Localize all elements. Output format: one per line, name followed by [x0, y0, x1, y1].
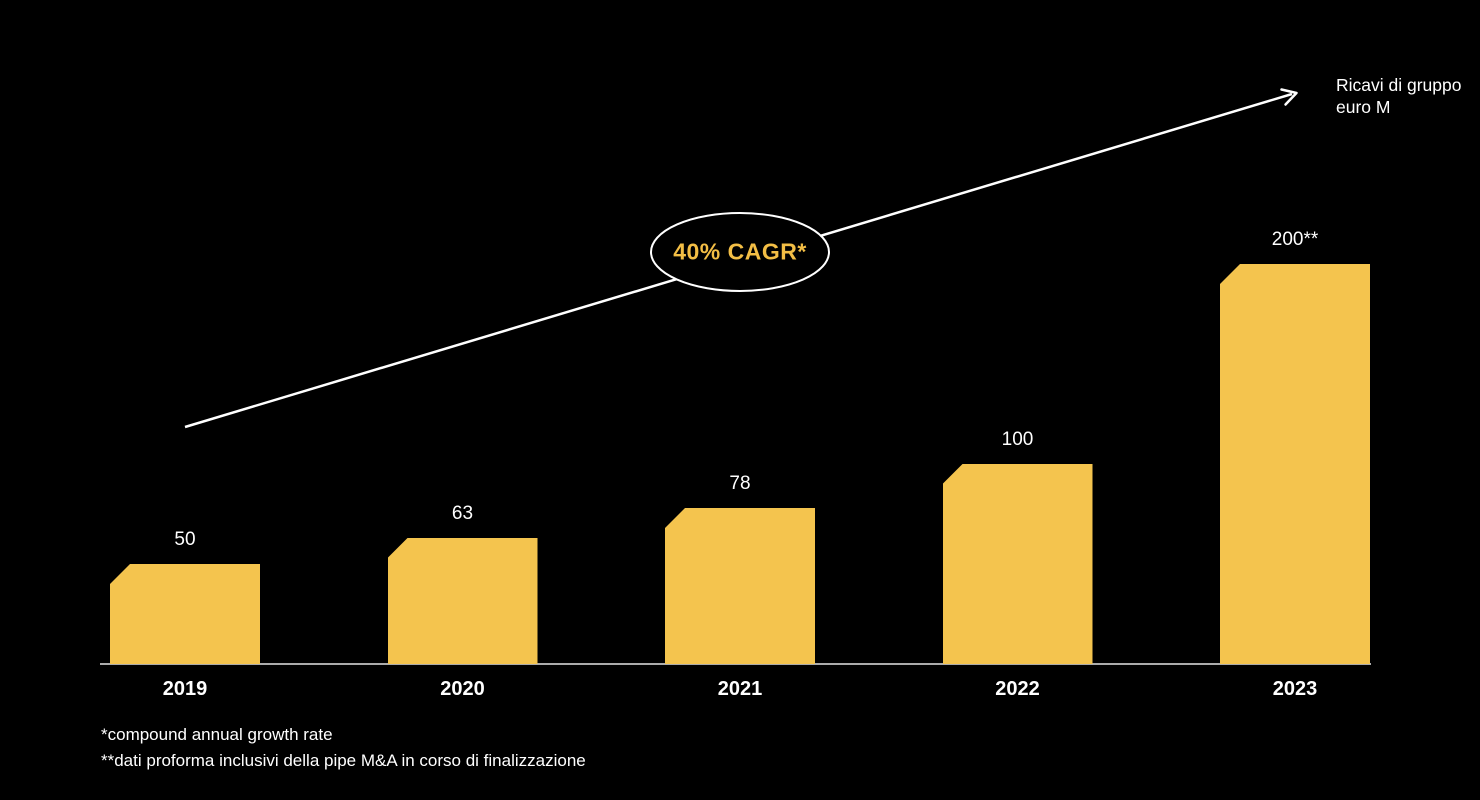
- footnote-proforma: **dati proforma inclusivi della pipe M&A…: [101, 751, 586, 770]
- bar-2022: [942, 464, 1093, 664]
- x-tick-label-2022: 2022: [995, 678, 1040, 700]
- bar-2020: [387, 538, 538, 664]
- value-label-2022: 100: [1001, 429, 1034, 450]
- y-axis-label: Ricavi di gruppo euro M: [1336, 75, 1462, 117]
- value-label-2019: 50: [174, 529, 196, 550]
- x-tick-label-2023: 2023: [1272, 678, 1318, 700]
- footnote-cagr: *compound annual growth rate: [101, 725, 333, 744]
- x-tick-label-2019: 2019: [162, 678, 208, 700]
- footnotes: *compound annual growth rate **dati prof…: [101, 722, 586, 774]
- value-label-2023: 200**: [1271, 229, 1319, 250]
- value-label-2021: 78: [729, 473, 751, 494]
- bar-2019: [110, 564, 260, 664]
- cagr-ellipse: [650, 212, 830, 292]
- arrowhead-icon: [1280, 88, 1298, 106]
- bar-2021: [665, 508, 815, 664]
- bar-2023: [1220, 264, 1370, 664]
- x-tick-label-2021: 2021: [717, 678, 763, 700]
- x-tick-label-2020: 2020: [440, 678, 485, 700]
- value-label-2020: 63: [451, 503, 474, 524]
- cagr-badge-label: 40% CAGR*: [673, 238, 807, 265]
